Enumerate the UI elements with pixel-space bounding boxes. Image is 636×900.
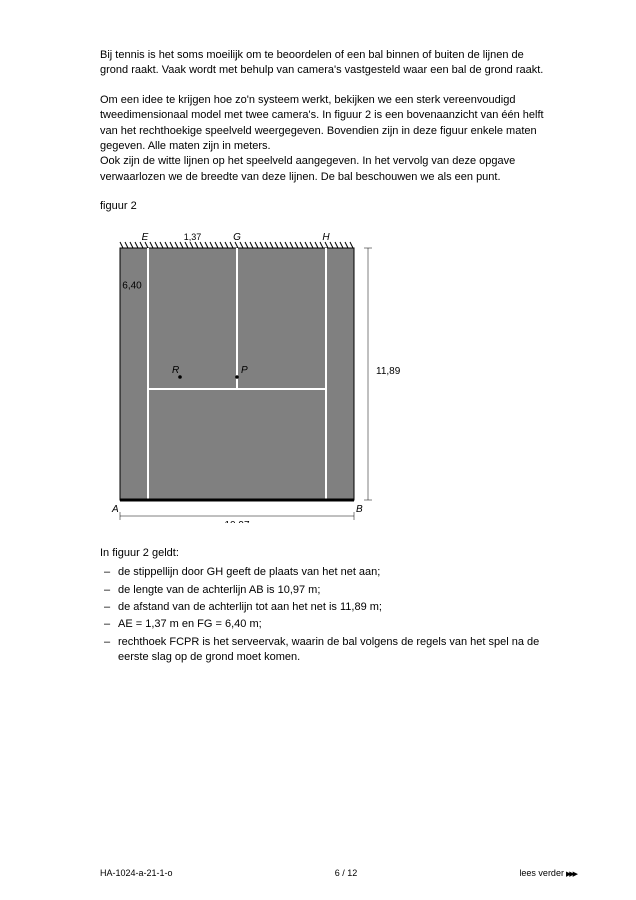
bullet-list: de stippellijn door GH geeft de plaats v… (100, 565, 546, 665)
svg-text:P: P (241, 365, 248, 376)
bullet-item: rechthoek FCPR is het serveervak, waarin… (100, 635, 546, 666)
svg-text:1,37: 1,37 (184, 232, 202, 242)
footer-right: lees verder (519, 867, 576, 880)
svg-text:R: R (172, 365, 179, 376)
svg-text:11,89: 11,89 (376, 366, 401, 377)
footer-center: 6 / 12 (335, 867, 358, 880)
svg-text:E: E (142, 232, 149, 243)
svg-text:G: G (233, 232, 241, 243)
bullet-intro: In figuur 2 geldt: (100, 546, 546, 561)
svg-text:6,40: 6,40 (122, 280, 142, 291)
svg-text:10,97: 10,97 (224, 520, 249, 523)
bullet-item: AE = 1,37 m en FG = 6,40 m; (100, 617, 546, 632)
figure-label: figuur 2 (100, 199, 546, 214)
paragraph-1: Bij tennis is het soms moeilijk om te be… (100, 48, 546, 79)
bullet-item: de lengte van de achterlijn AB is 10,97 … (100, 583, 546, 598)
svg-text:H: H (322, 232, 330, 243)
bullet-item: de stippellijn door GH geeft de plaats v… (100, 565, 546, 580)
figure-2-diagram: R P E 1,37 G H 6,40 11,89 A B 10,97 (100, 223, 546, 528)
svg-text:B: B (356, 504, 363, 515)
paragraph-2: Om een idee te krijgen hoe zo'n systeem … (100, 93, 546, 185)
bullet-item: de afstand van de achterlijn tot aan het… (100, 600, 546, 615)
svg-text:A: A (111, 504, 119, 515)
page-footer: HA-1024-a-21-1-o 6 / 12 lees verder (0, 867, 636, 880)
footer-left: HA-1024-a-21-1-o (100, 867, 173, 880)
